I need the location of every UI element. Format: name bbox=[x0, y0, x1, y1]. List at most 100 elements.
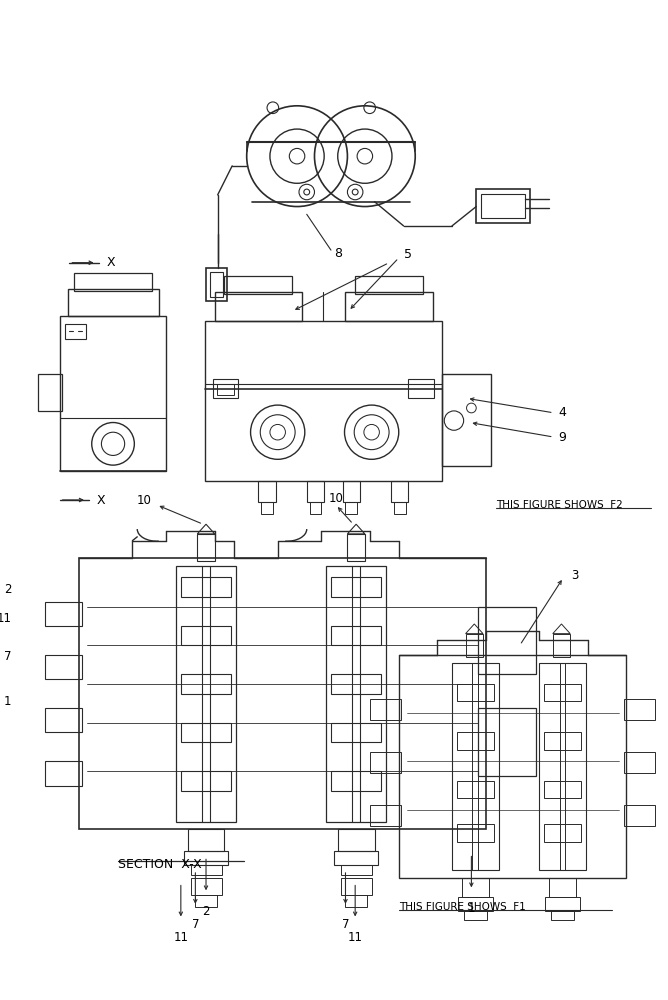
Text: 2: 2 bbox=[202, 905, 210, 918]
Bar bbox=[197, 534, 214, 561]
Bar bbox=[442, 374, 491, 466]
Bar bbox=[345, 292, 433, 321]
Bar bbox=[343, 481, 360, 502]
Bar bbox=[39, 374, 61, 411]
Bar bbox=[457, 684, 494, 701]
Bar bbox=[181, 674, 231, 694]
Bar bbox=[45, 655, 82, 679]
Bar bbox=[310, 502, 321, 514]
Bar bbox=[347, 534, 365, 561]
Bar bbox=[334, 851, 378, 865]
Text: 5: 5 bbox=[403, 248, 411, 261]
Text: X: X bbox=[106, 256, 115, 269]
Bar bbox=[545, 897, 580, 911]
Bar bbox=[625, 699, 655, 720]
Bar bbox=[452, 663, 498, 870]
Bar bbox=[458, 897, 493, 911]
Bar bbox=[625, 752, 655, 773]
Bar bbox=[457, 781, 494, 798]
Text: 3: 3 bbox=[571, 569, 578, 582]
Bar bbox=[224, 276, 292, 294]
Bar bbox=[476, 189, 530, 223]
Bar bbox=[210, 272, 224, 297]
Bar bbox=[466, 634, 483, 657]
Bar bbox=[331, 626, 381, 645]
Bar bbox=[216, 384, 234, 395]
Text: 11: 11 bbox=[173, 931, 188, 944]
Bar bbox=[345, 502, 357, 514]
Bar bbox=[259, 481, 276, 502]
Text: 7: 7 bbox=[4, 650, 11, 663]
Bar bbox=[625, 805, 655, 826]
Bar bbox=[326, 566, 386, 822]
Text: THIS FIGURE SHOWS  F1: THIS FIGURE SHOWS F1 bbox=[399, 902, 526, 912]
Bar bbox=[188, 829, 224, 851]
Bar bbox=[539, 663, 586, 870]
Bar bbox=[181, 626, 231, 645]
Bar bbox=[331, 674, 381, 694]
Bar bbox=[457, 824, 494, 842]
Bar bbox=[190, 878, 222, 895]
Bar bbox=[79, 558, 486, 829]
Bar bbox=[369, 699, 401, 720]
Bar bbox=[544, 732, 581, 750]
Bar bbox=[355, 276, 423, 294]
Text: 11: 11 bbox=[0, 612, 11, 625]
Text: X: X bbox=[97, 493, 105, 506]
Bar bbox=[478, 607, 536, 674]
Bar bbox=[45, 602, 82, 626]
Text: 1: 1 bbox=[4, 695, 11, 708]
Bar bbox=[462, 878, 489, 897]
Bar bbox=[338, 829, 375, 851]
Bar bbox=[341, 865, 371, 875]
Bar bbox=[369, 805, 401, 826]
Bar bbox=[176, 566, 236, 822]
Bar bbox=[214, 292, 302, 321]
Bar bbox=[261, 502, 273, 514]
Bar bbox=[213, 379, 238, 398]
Bar bbox=[67, 289, 158, 316]
Bar bbox=[45, 761, 82, 786]
Bar bbox=[464, 911, 487, 920]
Text: SECTION  X-X: SECTION X-X bbox=[118, 858, 202, 871]
Bar bbox=[549, 878, 576, 897]
Bar bbox=[181, 577, 231, 597]
Bar bbox=[552, 634, 570, 657]
Text: 2: 2 bbox=[4, 583, 11, 596]
Text: 1: 1 bbox=[468, 902, 475, 915]
Bar bbox=[551, 911, 574, 920]
Bar bbox=[544, 824, 581, 842]
Bar bbox=[181, 771, 231, 791]
Text: 7: 7 bbox=[342, 918, 349, 931]
Bar bbox=[331, 723, 381, 742]
Bar bbox=[206, 268, 227, 301]
Bar bbox=[205, 321, 442, 481]
Bar bbox=[408, 379, 434, 398]
Text: 9: 9 bbox=[558, 431, 566, 444]
Bar bbox=[184, 851, 228, 865]
Bar bbox=[369, 752, 401, 773]
Bar bbox=[399, 655, 627, 878]
Bar bbox=[345, 895, 367, 907]
Text: 10: 10 bbox=[137, 493, 152, 506]
Text: 4: 4 bbox=[558, 406, 566, 419]
Bar bbox=[307, 481, 324, 502]
Bar bbox=[65, 324, 86, 339]
Bar bbox=[45, 708, 82, 732]
Bar bbox=[544, 684, 581, 701]
Bar bbox=[190, 865, 222, 875]
Text: 10: 10 bbox=[329, 492, 343, 505]
Bar bbox=[457, 732, 494, 750]
Bar bbox=[74, 273, 152, 291]
Bar bbox=[341, 878, 371, 895]
Bar bbox=[331, 577, 381, 597]
Bar bbox=[195, 895, 216, 907]
Text: 11: 11 bbox=[347, 931, 363, 944]
Bar bbox=[478, 708, 536, 776]
Bar bbox=[394, 502, 405, 514]
Text: 8: 8 bbox=[334, 247, 342, 260]
Text: 7: 7 bbox=[192, 918, 199, 931]
Bar bbox=[331, 771, 381, 791]
Bar bbox=[481, 194, 524, 218]
Bar bbox=[59, 316, 166, 471]
